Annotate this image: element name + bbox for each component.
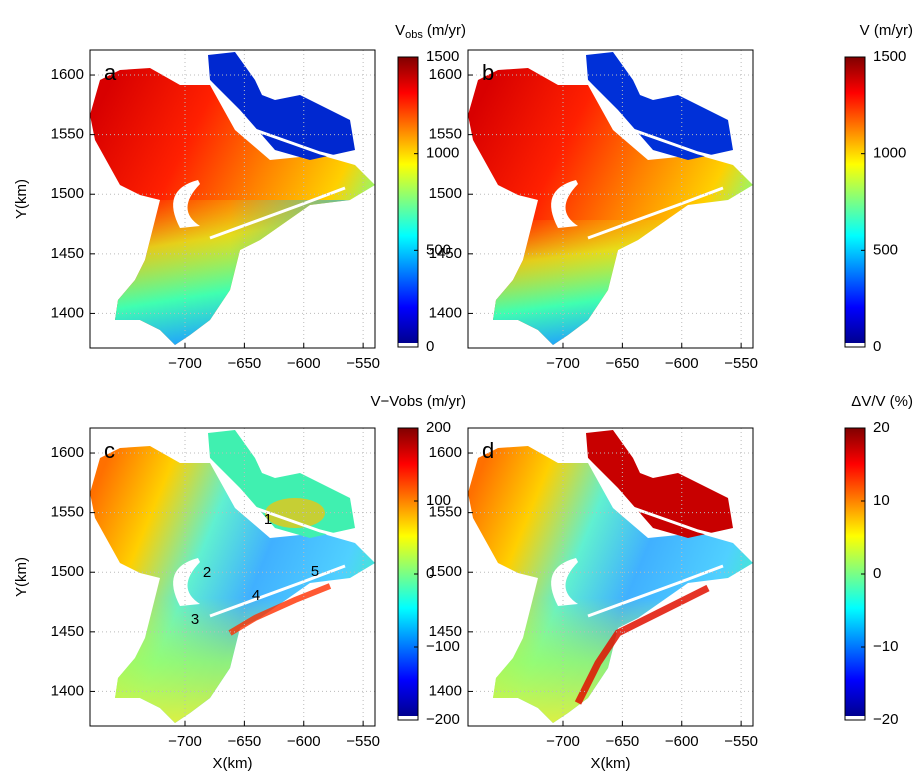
y-tick-label: 1500 — [51, 563, 84, 580]
annotation: 5 — [311, 563, 319, 580]
colorbar-tick-label: 500 — [873, 241, 898, 258]
panel-label: b — [482, 60, 494, 85]
x-tick-label: −600 — [287, 355, 321, 372]
y-tick-label: 1450 — [429, 245, 462, 262]
x-tick-label: −700 — [168, 355, 202, 372]
colorbar-tick-label: −200 — [426, 711, 460, 728]
x-tick-label: −650 — [227, 733, 261, 750]
colorbar — [398, 428, 418, 716]
map-field — [90, 52, 375, 345]
x-tick-label: −550 — [346, 355, 380, 372]
axes-frame — [467, 427, 754, 727]
axes-frame — [89, 427, 376, 727]
y-tick-label: 1600 — [429, 444, 462, 461]
x-tick-label: −600 — [665, 355, 699, 372]
colorbar-tick-label: 0 — [426, 565, 434, 582]
colorbar-title-part: V−Vobs (m/yr) — [371, 393, 466, 410]
y-tick-label: 1500 — [429, 563, 462, 580]
x-tick-label: −550 — [346, 733, 380, 750]
y-tick-label: 1400 — [51, 304, 84, 321]
y-axis-label: Y(km) — [13, 179, 30, 219]
x-tick-label: −600 — [287, 733, 321, 750]
colorbar — [398, 57, 418, 343]
y-tick-label: 1400 — [429, 682, 462, 699]
y-tick-label: 1550 — [51, 504, 84, 521]
colorbar-title-part: ΔV/V (%) — [851, 393, 913, 410]
colorbar-title-part: (m/yr) — [427, 22, 466, 39]
axes-frame — [89, 49, 376, 349]
x-tick-label: −700 — [168, 733, 202, 750]
colorbar-tick-label: 500 — [426, 241, 451, 258]
x-tick-label: −650 — [605, 355, 639, 372]
colorbar-tick-label: 0 — [426, 338, 434, 355]
colorbar-tick-label: −100 — [426, 638, 460, 655]
colorbar-tick-label: −20 — [873, 711, 898, 728]
colorbar-tick-label: 20 — [873, 419, 890, 436]
y-tick-label: 1450 — [51, 623, 84, 640]
annotation: 3 — [191, 611, 199, 628]
panel-label: c — [104, 438, 115, 463]
colorbar-frame — [397, 56, 419, 348]
y-tick-label: 1600 — [429, 66, 462, 83]
y-tick-label: 1600 — [51, 444, 84, 461]
y-tick-label: 1450 — [429, 623, 462, 640]
colorbar — [845, 57, 865, 343]
x-tick-label: −700 — [546, 355, 580, 372]
x-axis-label: X(km) — [213, 755, 253, 772]
axes-frame — [467, 49, 754, 349]
y-tick-label: 1500 — [51, 185, 84, 202]
y-tick-label: 1550 — [429, 126, 462, 143]
panel-label: a — [104, 60, 117, 85]
colorbar-tick-label: 0 — [873, 338, 881, 355]
colorbar-tick-label: 1000 — [426, 145, 459, 162]
colorbar-tick-label: 1500 — [873, 48, 906, 65]
panel-label: d — [482, 438, 494, 463]
annotation: 1 — [264, 511, 272, 528]
y-tick-label: 1550 — [51, 126, 84, 143]
colorbar-frame — [844, 56, 866, 348]
colorbar-title: Vobs (m/yr) — [395, 22, 466, 41]
colorbar — [845, 428, 865, 716]
x-tick-label: −650 — [227, 355, 261, 372]
colorbar-title-part: V (m/yr) — [860, 22, 913, 39]
colorbar-tick-label: 1500 — [426, 48, 459, 65]
map-field — [468, 430, 753, 723]
colorbar-tick-label: −10 — [873, 638, 898, 655]
y-tick-label: 1400 — [51, 682, 84, 699]
map-field — [468, 52, 753, 345]
colorbar-title: V−Vobs (m/yr) — [371, 393, 466, 410]
y-tick-label: 1450 — [51, 245, 84, 262]
x-tick-label: −700 — [546, 733, 580, 750]
x-axis-label: X(km) — [591, 755, 631, 772]
colorbar-tick-label: 1000 — [873, 145, 906, 162]
colorbar-tick-label: 10 — [873, 492, 890, 509]
x-tick-label: −650 — [605, 733, 639, 750]
map-field: 1 2 3 4 5 — [90, 430, 375, 723]
colorbar-tick-label: 200 — [426, 419, 451, 436]
colorbar-title: V (m/yr) — [860, 22, 913, 39]
y-tick-label: 1400 — [429, 304, 462, 321]
y-tick-label: 1550 — [429, 504, 462, 521]
colorbar-title-part: obs — [405, 29, 423, 41]
y-tick-label: 1500 — [429, 185, 462, 202]
colorbar-tick-label: 0 — [873, 565, 881, 582]
annotation: 4 — [252, 587, 260, 604]
x-tick-label: −550 — [724, 355, 758, 372]
colorbar-tick-label: 100 — [426, 492, 451, 509]
x-tick-label: −550 — [724, 733, 758, 750]
colorbar-title: ΔV/V (%) — [851, 393, 913, 410]
colorbar-title-part: V — [395, 22, 405, 39]
y-axis-label: Y(km) — [13, 557, 30, 597]
y-tick-label: 1600 — [51, 66, 84, 83]
x-tick-label: −600 — [665, 733, 699, 750]
